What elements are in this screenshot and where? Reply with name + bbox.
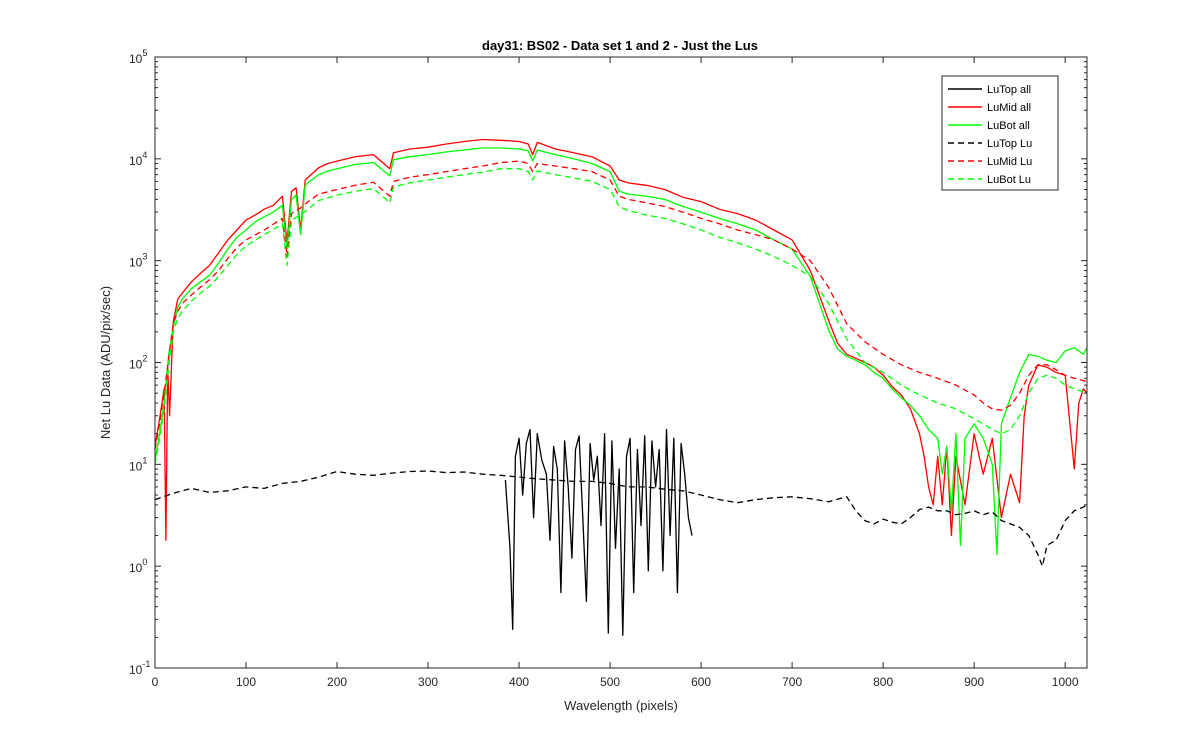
- legend-label: LuTop all: [987, 84, 1031, 96]
- x-axis: 0 100 200 300 400 500 600 700 800 900 1000: [152, 57, 1079, 689]
- x-axis-label: Wavelength (pixels): [564, 698, 678, 713]
- plot-area: 0 100 200 300 400 500 600 700 800 900 1000 10-1100…: [129, 48, 1088, 689]
- x-tick-label: 400: [509, 675, 529, 689]
- x-tick-label: 200: [327, 675, 347, 689]
- legend-label: LuTop Lu: [987, 138, 1032, 150]
- series-layer: [155, 138, 1087, 636]
- chart-title: day31: BS02 - Data set 1 and 2 - Just th…: [482, 38, 758, 53]
- x-tick-label: 0: [152, 675, 159, 689]
- legend: LuTop all LuMid all LuBot all LuTop Lu LuMid…: [941, 75, 1059, 191]
- series-line-3: [155, 147, 1087, 556]
- x-tick-label: 900: [964, 675, 984, 689]
- series-line-4: [155, 470, 1087, 567]
- y-axis-label: Net Lu Data (ADU/pix/sec): [98, 286, 113, 439]
- legend-label: LuBot all: [987, 120, 1030, 132]
- x-tick-label: 1000: [1052, 675, 1079, 689]
- legend-label: LuBot Lu: [987, 174, 1031, 186]
- legend-box: [941, 75, 1059, 191]
- series-line-6: [155, 168, 1087, 465]
- series-line-1: [504, 428, 693, 636]
- x-tick-label: 500: [600, 675, 620, 689]
- x-tick-label: 700: [782, 675, 802, 689]
- series-line-5: [155, 160, 1087, 450]
- legend-label: LuMid all: [987, 102, 1031, 114]
- x-tick-label: 600: [691, 675, 711, 689]
- x-tick-label: 100: [236, 675, 256, 689]
- x-tick-label: 800: [873, 675, 893, 689]
- series-line-2: [155, 138, 1087, 541]
- legend-label: LuMid Lu: [987, 156, 1032, 168]
- x-tick-label: 300: [418, 675, 438, 689]
